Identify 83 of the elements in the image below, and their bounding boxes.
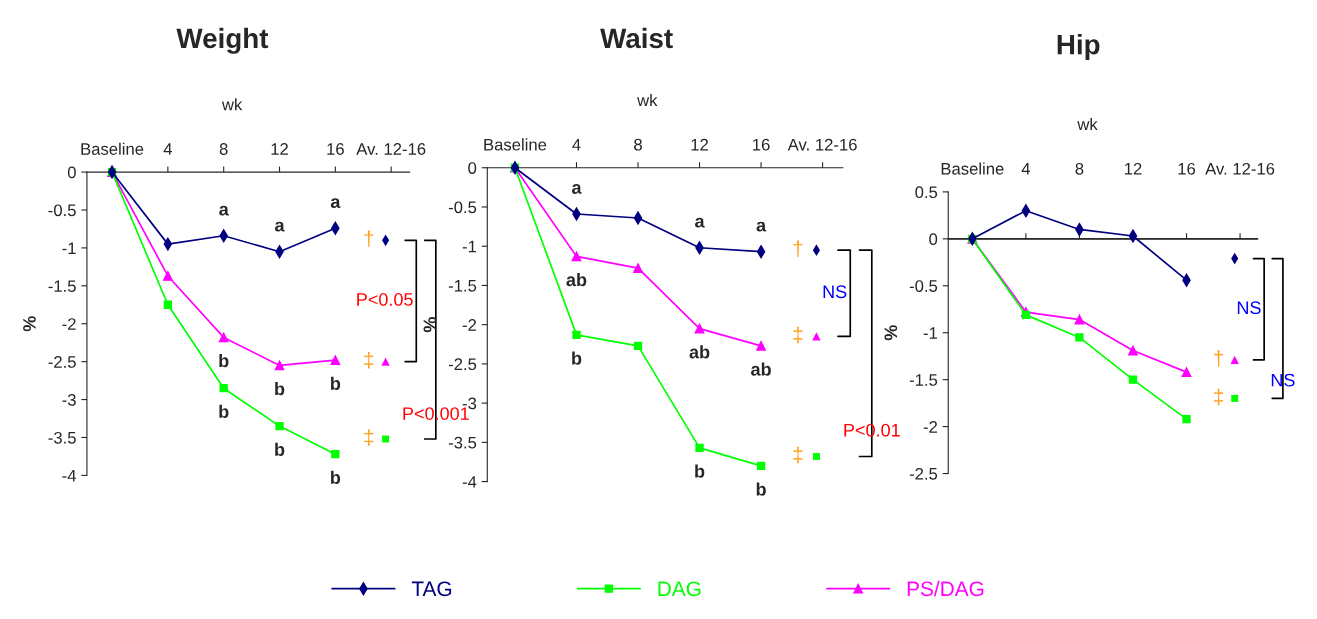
annotation: b: [572, 351, 582, 365]
annotation: ‡: [364, 429, 374, 446]
annotation: ‡: [1214, 388, 1224, 406]
annotation: a: [572, 183, 582, 194]
y-tick-label: -1: [62, 242, 76, 254]
y-tick-label: 0.5: [915, 186, 938, 199]
x-axis-title: wk: [1077, 118, 1098, 131]
y-tick-label: -1: [462, 240, 477, 253]
x-tick-label: 12: [1124, 162, 1142, 175]
annotation: NS: [1237, 301, 1261, 315]
y-tick-label: -1.5: [448, 280, 477, 292]
chart-title: Waist: [600, 27, 673, 49]
annotation: P<0.05: [357, 293, 413, 306]
x-tick-label: 16: [753, 138, 770, 151]
x-tick-label: 4: [572, 138, 581, 151]
x-tick-label: 12: [691, 138, 708, 151]
y-axis-title: %: [423, 317, 437, 333]
y-tick-label: -1.5: [909, 374, 938, 386]
y-tick-label: -4: [62, 469, 77, 482]
y-axis-title: %: [884, 325, 898, 341]
annotation: b: [275, 382, 285, 396]
x-tick-label: Baseline: [81, 142, 144, 155]
y-tick-label: -0.5: [48, 204, 76, 217]
y-tick-label: 0: [468, 162, 477, 174]
y-tick-label: -3: [62, 393, 76, 406]
x-tick-label: 16: [1178, 162, 1196, 175]
annotation: †: [364, 230, 374, 248]
annotation: a: [756, 221, 767, 232]
x-tick-label: 8: [1075, 162, 1084, 175]
y-tick-label: -2.5: [48, 356, 76, 368]
annotation: b: [756, 482, 766, 496]
annotation: b: [219, 404, 229, 419]
annotation: ab: [689, 345, 710, 359]
annotation: †: [1214, 350, 1224, 367]
x-tick-label: 8: [219, 143, 228, 155]
legend-label: DAG: [658, 581, 701, 597]
y-tick-label: -1.5: [48, 280, 76, 293]
x-tick-label: Av. 12-16: [356, 143, 426, 155]
annotation: b: [331, 470, 341, 485]
x-axis-title: wk: [637, 93, 658, 106]
y-tick-label: -2.5: [448, 358, 477, 371]
x-tick-label: 4: [1021, 163, 1031, 175]
x-tick-label: 16: [327, 143, 344, 155]
annotation: a: [695, 217, 705, 228]
annotation: a: [275, 221, 285, 232]
annotation: ab: [751, 362, 771, 376]
y-tick-label: -3.5: [448, 436, 477, 449]
x-tick-label: 8: [634, 138, 642, 151]
y-tick-label: -2: [923, 421, 937, 433]
chart-title: Hip: [1057, 34, 1100, 60]
x-tick-label: Av. 12-16: [787, 138, 857, 151]
y-tick-label: -4: [462, 476, 477, 488]
y-tick-label: 0: [929, 233, 938, 246]
y-tick-label: -2.5: [909, 467, 938, 480]
chart-title: Weight: [176, 27, 269, 54]
x-axis-title: wk: [221, 98, 243, 111]
y-tick-label: -3.5: [48, 431, 76, 444]
x-tick-label: Baseline: [941, 162, 1004, 175]
y-tick-label: -2: [462, 319, 477, 331]
annotation: ‡: [364, 351, 374, 369]
x-tick-label: Av. 12-16: [1205, 162, 1275, 175]
annotation: b: [275, 442, 285, 456]
annotation: †: [793, 240, 803, 257]
annotation: ab: [566, 272, 587, 287]
legend-label: PS/DAG: [907, 580, 984, 597]
annotation: b: [695, 464, 705, 478]
y-tick-label: -0.5: [909, 280, 938, 292]
x-tick-label: Baseline: [484, 138, 547, 151]
y-tick-label: -1: [923, 327, 938, 339]
y-tick-label: -0.5: [448, 201, 477, 214]
annotation: NS: [823, 285, 847, 299]
annotation: ‡: [793, 446, 803, 464]
legend-label: TAG: [411, 581, 452, 597]
x-tick-label: 12: [271, 143, 288, 155]
annotation: ‡: [793, 326, 803, 344]
annotation: b: [331, 376, 341, 390]
y-tick-label: 0: [67, 166, 76, 179]
y-axis-title: %: [23, 316, 36, 332]
annotation: a: [330, 198, 341, 209]
x-tick-label: 4: [163, 143, 173, 155]
annotation: b: [219, 353, 229, 368]
annotation: a: [219, 205, 229, 216]
y-tick-label: -2: [62, 318, 76, 330]
